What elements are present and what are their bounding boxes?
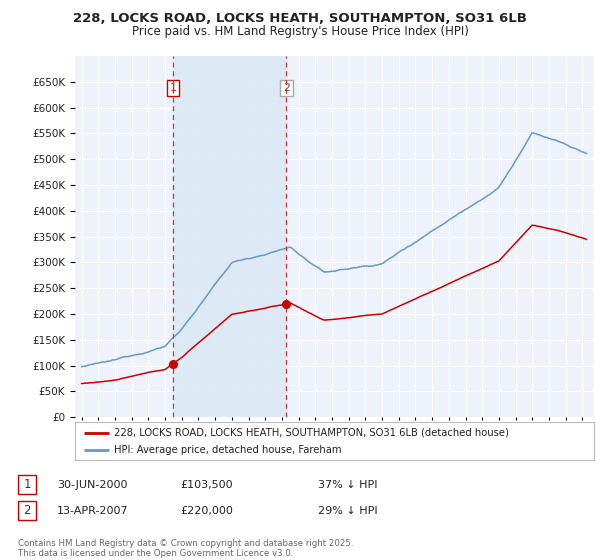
Text: HPI: Average price, detached house, Fareham: HPI: Average price, detached house, Fare… [114, 445, 341, 455]
Text: Contains HM Land Registry data © Crown copyright and database right 2025.
This d: Contains HM Land Registry data © Crown c… [18, 539, 353, 558]
Text: 1: 1 [170, 83, 176, 93]
Text: 29% ↓ HPI: 29% ↓ HPI [318, 506, 377, 516]
Text: 13-APR-2007: 13-APR-2007 [57, 506, 128, 516]
Text: 2: 2 [23, 504, 31, 517]
Bar [173, 56, 286, 417]
Text: 228, LOCKS ROAD, LOCKS HEATH, SOUTHAMPTON, SO31 6LB: 228, LOCKS ROAD, LOCKS HEATH, SOUTHAMPTO… [73, 12, 527, 25]
Text: 30-JUN-2000: 30-JUN-2000 [57, 480, 128, 490]
Text: 37% ↓ HPI: 37% ↓ HPI [318, 480, 377, 490]
Text: £103,500: £103,500 [180, 480, 233, 490]
Text: 2: 2 [283, 83, 290, 93]
Text: 1: 1 [23, 478, 31, 492]
Text: 228, LOCKS ROAD, LOCKS HEATH, SOUTHAMPTON, SO31 6LB (detached house): 228, LOCKS ROAD, LOCKS HEATH, SOUTHAMPTO… [114, 427, 509, 437]
Text: Price paid vs. HM Land Registry's House Price Index (HPI): Price paid vs. HM Land Registry's House … [131, 25, 469, 38]
Text: £220,000: £220,000 [180, 506, 233, 516]
